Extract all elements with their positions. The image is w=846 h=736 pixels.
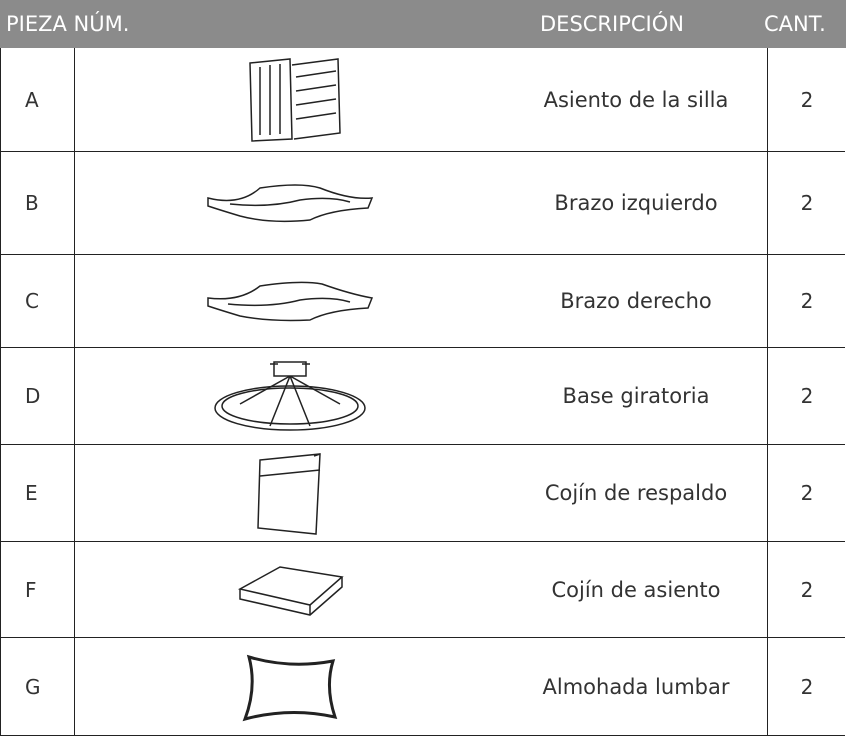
part-quantity: 2: [800, 289, 814, 313]
part-description: Almohada lumbar: [505, 638, 768, 735]
part-image: [75, 152, 505, 254]
table-header: PIEZA NÚM. DESCRIPCIÓN CANT.: [0, 0, 846, 48]
part-letter: E: [0, 445, 75, 541]
part-image: [75, 348, 505, 444]
table-row: F Cojín de asiento 2: [0, 542, 845, 638]
part-image: [75, 48, 505, 151]
table-row: B Brazo izquierdo 2: [0, 152, 845, 255]
header-quantity: CANT.: [764, 12, 826, 36]
part-letter: D: [0, 348, 75, 444]
part-letter: A: [0, 48, 75, 151]
part-quantity: 2: [800, 87, 814, 112]
part-image: [75, 542, 505, 637]
table-row: A Asiento de la silla 2: [0, 48, 845, 152]
part-description: Cojín de asiento: [505, 542, 768, 637]
part-description: Asiento de la silla: [505, 48, 768, 151]
part-image: [75, 445, 505, 541]
part-letter: B: [0, 152, 75, 254]
part-quantity: 2: [800, 481, 814, 505]
table-row: E Cojín de respaldo 2: [0, 445, 845, 542]
part-quantity: 2: [800, 191, 814, 215]
table-row: C Brazo derecho 2: [0, 255, 845, 348]
table-row: D Base giratoria 2: [0, 348, 845, 445]
part-quantity: 2: [800, 674, 814, 699]
part-letter: C: [0, 255, 75, 347]
part-description: Brazo derecho: [505, 255, 768, 347]
part-letter: F: [0, 542, 75, 637]
header-description: DESCRIPCIÓN: [540, 12, 684, 36]
part-description: Base giratoria: [505, 348, 768, 444]
part-quantity: 2: [800, 384, 814, 408]
part-description: Brazo izquierdo: [505, 152, 768, 254]
part-image: [75, 638, 505, 735]
part-image: [75, 255, 505, 347]
table-row: G Almohada lumbar 2: [0, 638, 845, 736]
header-part: PIEZA NÚM.: [6, 12, 130, 36]
part-quantity: 2: [800, 577, 814, 602]
part-letter: G: [0, 638, 75, 735]
part-description: Cojín de respaldo: [505, 445, 768, 541]
